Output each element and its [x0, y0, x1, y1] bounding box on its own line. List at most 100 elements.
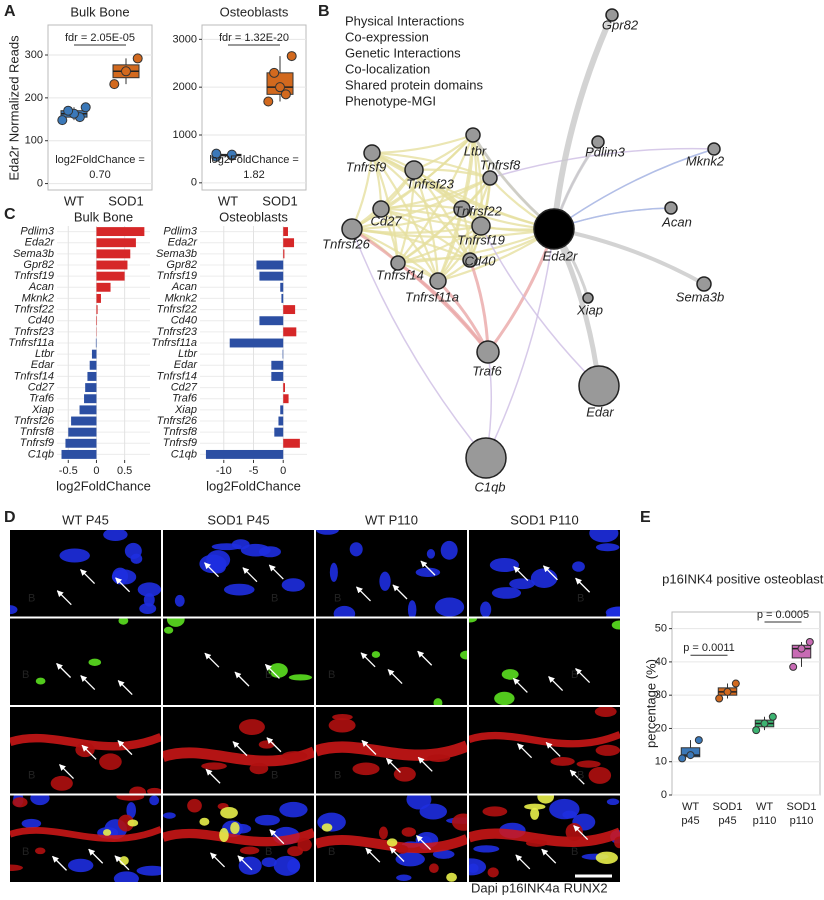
- cell: [223, 583, 255, 596]
- cell: [509, 578, 535, 590]
- bone-label: B: [328, 846, 335, 858]
- bar: [96, 316, 98, 326]
- micrograph: B: [469, 618, 620, 705]
- bar: [283, 438, 300, 448]
- category-label: Ltbr: [178, 348, 198, 360]
- data-point: [678, 754, 687, 763]
- bone-label: B: [28, 592, 35, 604]
- cell: [432, 849, 455, 859]
- panel-label: E: [640, 509, 651, 526]
- y-tick-label: 0: [37, 177, 43, 189]
- arrow: [266, 737, 282, 753]
- micrograph: B: [316, 530, 467, 617]
- bar: [65, 438, 97, 448]
- category-label: Tnfrsf8: [163, 426, 198, 438]
- arrow: [204, 652, 220, 668]
- bone-label: B: [265, 846, 272, 858]
- bone-label: B: [271, 592, 278, 604]
- arrow: [543, 565, 558, 581]
- arrow: [268, 564, 284, 580]
- cell: [35, 677, 46, 685]
- category-label: Tnfrsf14: [157, 370, 197, 382]
- runx2-signal: [316, 834, 467, 854]
- image-background: [469, 618, 620, 705]
- bar: [278, 416, 284, 426]
- arrow: [356, 586, 371, 602]
- x-tick-label: -5: [249, 465, 259, 477]
- cell: [378, 826, 388, 840]
- y-tick-label: 3000: [173, 33, 197, 45]
- network-node: [465, 437, 507, 479]
- arrow: [387, 669, 403, 685]
- x-tick-label: -0.5: [59, 465, 78, 477]
- bar: [96, 305, 98, 315]
- arrow: [517, 743, 533, 759]
- panel-label: D: [4, 509, 16, 526]
- bar: [85, 383, 97, 393]
- x-tick-label: WT: [218, 193, 238, 208]
- category-label: Eda2r: [168, 237, 199, 249]
- network-node: [372, 200, 390, 218]
- network-edge: [380, 208, 439, 282]
- cell: [329, 562, 338, 582]
- network-edge: [412, 169, 440, 282]
- category-label: Tnfrsf19: [14, 270, 54, 282]
- x-tick-label: WT: [64, 193, 84, 208]
- cell: [99, 753, 122, 771]
- arrow: [360, 652, 376, 668]
- cell: [136, 865, 161, 876]
- micrograph: B: [163, 618, 314, 705]
- data-point: [63, 105, 74, 116]
- bar: [256, 260, 284, 270]
- cell: [249, 762, 269, 775]
- category-label: Cd40: [28, 315, 55, 327]
- bone-label: B: [334, 769, 341, 781]
- node-label: C1qb: [474, 479, 505, 494]
- cell: [396, 874, 412, 881]
- category-label: Tnfrsf14: [14, 370, 54, 382]
- arrow: [515, 854, 531, 870]
- arrow: [56, 663, 72, 678]
- category-label: Acan: [28, 281, 54, 293]
- network-node: [341, 218, 363, 240]
- cell: [576, 760, 601, 768]
- channel-label: Dapi: [471, 880, 498, 895]
- cell: [489, 557, 520, 573]
- cell: [130, 553, 143, 564]
- cell: [254, 814, 280, 826]
- y-tick-label: 300: [25, 49, 43, 61]
- bar: [282, 349, 284, 359]
- y-tick-label: 0: [661, 789, 667, 801]
- micrograph: B: [469, 795, 620, 882]
- cell: [333, 605, 356, 617]
- cell: [201, 762, 227, 770]
- y-tick-label: 200: [25, 92, 43, 104]
- bone-label: B: [271, 769, 278, 781]
- bar: [259, 271, 284, 281]
- network-node: [533, 208, 575, 250]
- cell: [137, 582, 161, 597]
- x-tick-label: WT: [756, 801, 773, 813]
- cell: [446, 872, 457, 882]
- cell: [321, 823, 333, 832]
- arrow: [545, 741, 561, 757]
- bar: [96, 227, 145, 237]
- fdr-label: fdr = 1.32E-20: [219, 32, 289, 44]
- cell: [117, 814, 135, 832]
- chart-title: p16INK4 positive osteoblasts: [662, 571, 824, 586]
- arrow: [513, 566, 529, 582]
- column-header: SOD1 P45: [207, 512, 269, 527]
- arrow: [210, 852, 225, 868]
- panel-label: B: [318, 3, 330, 20]
- arrow: [392, 584, 408, 600]
- cell: [491, 587, 522, 599]
- arrow: [237, 855, 253, 871]
- network-node: [363, 144, 381, 162]
- bone-label: B: [334, 592, 341, 604]
- arrow: [232, 741, 248, 757]
- arrow: [269, 829, 285, 845]
- arrow: [385, 758, 401, 773]
- cell: [116, 795, 145, 801]
- node-label: Tnfrsf8: [480, 157, 521, 172]
- column-header: WT P110: [365, 512, 418, 527]
